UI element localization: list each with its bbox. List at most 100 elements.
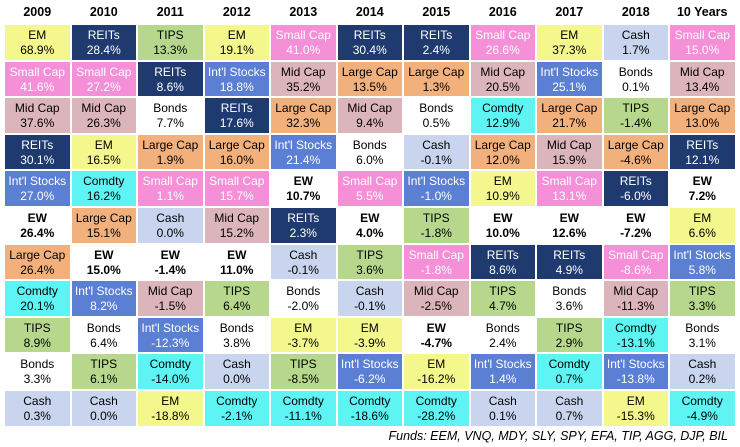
return-cell: Comdty 16.2% (70, 170, 137, 207)
asset-name: Bonds (153, 101, 188, 116)
asset-name: Small Cap (408, 247, 464, 262)
asset-name: EW (626, 211, 646, 225)
asset-name: Bonds (552, 284, 587, 299)
return-value: 20.5% (485, 79, 520, 94)
return-cell: Int'l Stocks 27.0% (4, 170, 71, 207)
asset-name: TIPS (489, 284, 517, 299)
return-value: 0.1% (622, 79, 650, 94)
asset-name: Bonds (485, 320, 520, 335)
return-value: 3.3% (23, 372, 51, 387)
asset-name: Comdty (349, 394, 391, 408)
return-value: 13.3% (153, 43, 188, 57)
return-value: -11.3% (617, 299, 655, 314)
return-value: 0.0% (156, 226, 184, 240)
return-cell: Cash 0.7% (536, 390, 603, 427)
asset-name: Int'l Stocks (540, 64, 599, 79)
return-value: 26.4% (20, 262, 55, 277)
asset-name: Small Cap (608, 247, 664, 262)
return-value: -18.8% (151, 409, 190, 423)
asset-name: EM (626, 394, 645, 408)
asset-name: Bonds (352, 137, 387, 152)
return-cell: EM -15.3% (602, 390, 669, 427)
return-value: 15.7% (219, 189, 254, 204)
return-value: -2.0% (287, 299, 319, 314)
asset-name: Large Cap (341, 64, 398, 79)
asset-name: Mid Cap (347, 101, 393, 116)
asset-name: REITs (686, 137, 719, 152)
return-cell: Small Cap 26.6% (469, 24, 536, 61)
return-value: 18.8% (219, 79, 254, 94)
return-value: 26.4% (20, 226, 55, 240)
return-value: 37.6% (20, 116, 55, 131)
return-value: 15.9% (552, 152, 587, 167)
return-cell: Large Cap 21.7% (536, 97, 603, 134)
asset-name: EM (28, 28, 47, 42)
return-cell: Large Cap 16.0% (203, 133, 270, 171)
return-cell: Mid Cap 15.2% (203, 207, 270, 244)
return-cell: Comdty -28.2% (403, 390, 470, 427)
asset-name: REITs (87, 28, 120, 42)
asset-name: Cash (222, 357, 251, 372)
asset-name: TIPS (622, 101, 650, 116)
return-cell: TIPS 3.6% (336, 243, 403, 281)
asset-name: Large Cap (674, 101, 731, 116)
asset-name: Small Cap (541, 174, 597, 189)
return-value: 5.5% (356, 189, 384, 204)
asset-name: Comdty (548, 357, 590, 372)
return-cell: Small Cap 5.5% (336, 170, 403, 207)
return-value: 0.1% (489, 409, 517, 423)
return-cell: Small Cap -8.6% (602, 243, 669, 281)
return-value: 16.0% (219, 152, 254, 167)
asset-name: Mid Cap (613, 284, 659, 299)
asset-name: Bonds (20, 357, 55, 372)
asset-name: Int'l Stocks (141, 320, 200, 335)
return-value: -6.2% (354, 372, 386, 387)
return-cell: Small Cap 41.0% (270, 24, 337, 61)
asset-name: Large Cap (75, 211, 132, 225)
return-cell: Large Cap 32.3% (270, 97, 337, 134)
asset-name: Int'l Stocks (606, 357, 665, 372)
asset-name: EW (227, 247, 247, 262)
return-value: 16.5% (86, 152, 121, 167)
return-value: -8.6% (620, 262, 652, 277)
return-cell: Bonds 0.5% (403, 97, 470, 134)
return-cell: TIPS -8.5% (270, 353, 337, 390)
return-cell: REITs 8.6% (137, 60, 204, 98)
return-cell: Int'l Stocks 5.8% (669, 243, 736, 281)
return-cell: EW 12.6% (536, 207, 603, 244)
asset-name: REITs (486, 247, 519, 262)
return-cell: EW 10.7% (270, 170, 337, 207)
return-value: 26.6% (485, 43, 520, 57)
asset-name: REITs (420, 28, 453, 42)
asset-name: EW (559, 211, 579, 225)
return-value: 13.4% (685, 79, 720, 94)
return-value: 13.0% (685, 116, 720, 131)
return-value: 41.6% (20, 79, 55, 94)
return-value: 2.9% (555, 335, 583, 350)
return-cell: EW 26.4% (4, 207, 71, 244)
return-value: 2.3% (289, 226, 317, 240)
return-cell: Mid Cap 26.3% (70, 97, 137, 134)
asset-name: Int'l Stocks (274, 137, 333, 152)
return-value: 15.0% (86, 262, 121, 277)
return-cell: EM -16.2% (403, 353, 470, 390)
asset-name: Small Cap (342, 174, 398, 189)
return-cell: Int'l Stocks 8.2% (70, 280, 137, 317)
asset-name: Mid Cap (147, 284, 193, 299)
asset-name: Comdty (282, 394, 324, 408)
asset-name: Cash (289, 247, 318, 262)
asset-name: REITs (619, 174, 652, 189)
return-value: 1.7% (622, 43, 650, 57)
return-cell: EW -4.7% (403, 316, 470, 354)
return-value: 25.1% (552, 79, 587, 94)
asset-name: Int'l Stocks (673, 247, 732, 262)
return-value: 2.4% (422, 43, 450, 57)
asset-name: Small Cap (275, 28, 331, 42)
return-cell: Mid Cap -1.5% (137, 280, 204, 317)
column-header: 2013 (289, 5, 318, 19)
return-cell: REITs 30.4% (336, 24, 403, 61)
return-value: -7.2% (620, 226, 652, 240)
column-header: 10 Years (676, 5, 728, 19)
asset-name: TIPS (223, 284, 251, 299)
return-value: 30.4% (352, 43, 387, 57)
